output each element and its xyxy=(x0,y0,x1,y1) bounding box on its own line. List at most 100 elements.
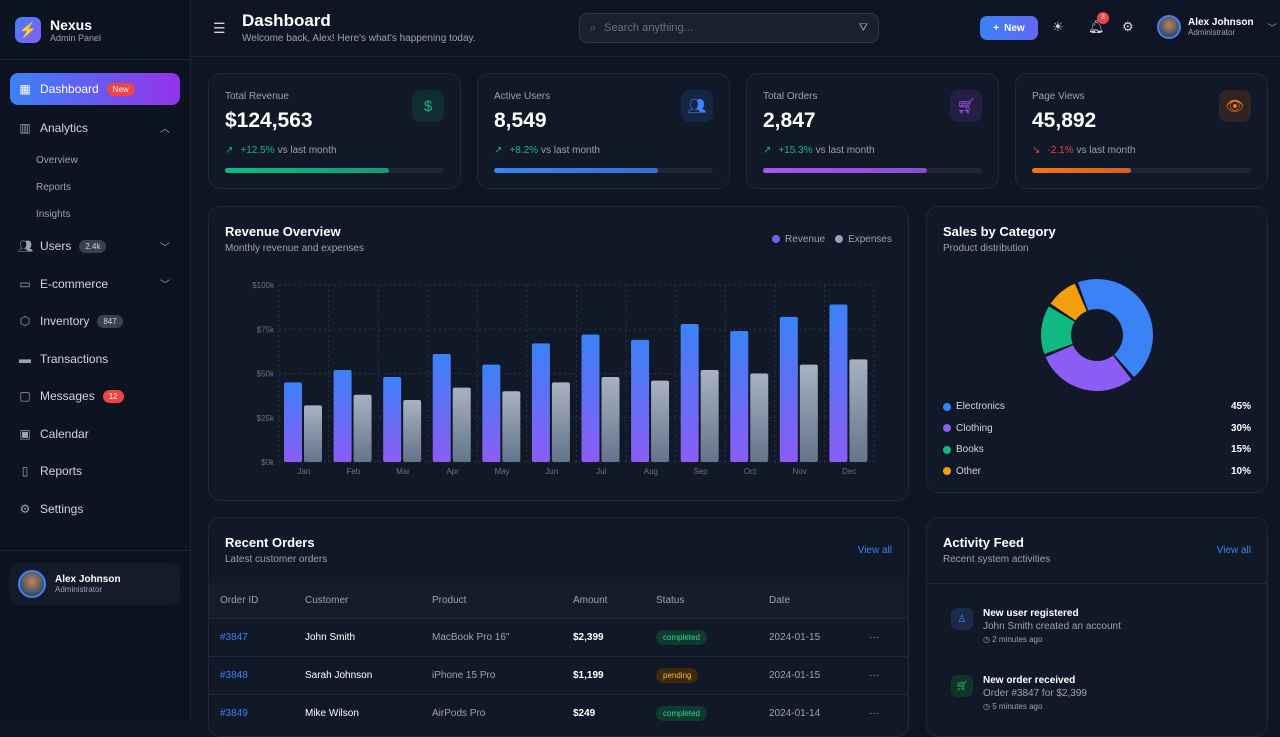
status-cell: completed xyxy=(645,693,758,732)
sidebar-item-inventory[interactable]: ⬡ Inventory 847 xyxy=(10,303,180,341)
user-name: Alex Johnson xyxy=(1188,17,1254,28)
user-menu[interactable]: Alex Johnson Administrator ﹀ xyxy=(1157,15,1277,39)
theme-toggle-sun-icon[interactable]: ☀ xyxy=(1052,19,1064,34)
kpi-label: Page Views xyxy=(1032,91,1085,102)
card-title: Sales by Category xyxy=(943,224,1056,239)
filter-icon[interactable]: ⛛ xyxy=(858,21,868,34)
sidebar-item-reports[interactable]: ▯ Reports xyxy=(10,453,180,491)
x-tick-label: Apr xyxy=(446,467,459,476)
expenses-bar xyxy=(601,377,620,462)
card-subtitle: Product distribution xyxy=(943,243,1029,254)
activity-item[interactable]: ♙ New user registered John Smith created a… xyxy=(951,608,1121,644)
more-options-icon[interactable]: ··· xyxy=(858,693,908,732)
column-header[interactable]: Amount xyxy=(562,583,645,618)
order-id-link[interactable]: #3849 xyxy=(209,693,294,732)
grid-icon: ▦ xyxy=(19,82,31,96)
sidebar-item-ecommerce[interactable]: ▭ E-commerce ﹀ xyxy=(10,265,180,303)
donut-slice-other xyxy=(1050,283,1087,321)
revenue-bar xyxy=(730,331,749,462)
new-button[interactable]: + New xyxy=(980,16,1038,40)
activity-feed-card: Activity Feed Recent system activities V… xyxy=(926,517,1268,737)
user-role: Administrator xyxy=(55,585,103,594)
sidebar-item-label: Messages xyxy=(40,389,95,404)
chevron-down-icon: ﹀ xyxy=(160,242,170,254)
expenses-bar xyxy=(700,369,719,462)
column-header[interactable]: Status xyxy=(645,583,758,618)
order-id-link[interactable]: #3848 xyxy=(209,655,294,694)
kpi-card: Active Users 8,549 👥︎ ↗ +8.2% vs last mont… xyxy=(477,73,730,189)
page-subtitle: Welcome back, Alex! Here's what's happen… xyxy=(242,33,476,44)
kpi-users-icon: 👥︎ xyxy=(681,90,713,122)
y-tick-label: $0k xyxy=(261,458,275,467)
revenue-bar xyxy=(631,339,650,462)
expenses-bar xyxy=(353,394,372,462)
orders-table: Order ID Customer Product Amount Status Date #… xyxy=(209,583,908,732)
shopping-bag-icon: ▭ xyxy=(19,276,31,291)
view-all-orders-link[interactable]: View all xyxy=(857,545,892,556)
recent-orders-card: Recent Orders Latest customer orders Vie… xyxy=(208,517,909,737)
card-title: Revenue Overview xyxy=(225,224,341,239)
kpi-delta: ↗ +15.3% vs last month xyxy=(763,145,875,156)
sidebar-item-analytics[interactable]: ▥ Analytics ︿ xyxy=(10,109,180,147)
kpi-card: Total Revenue $124,563 $ ↗ +12.5% vs last … xyxy=(208,73,461,189)
donut-slice-books xyxy=(1041,306,1075,355)
hamburger-menu-icon[interactable]: ☰ xyxy=(213,20,226,36)
avatar xyxy=(1157,15,1181,39)
clock-icon: ◷ xyxy=(983,635,993,644)
kpi-delta: ↗ +8.2% vs last month xyxy=(494,145,600,156)
sidebar-item-users[interactable]: 👥︎ Users 2.4k ﹀ xyxy=(10,228,180,266)
sidebar-subitem-reports[interactable]: Reports xyxy=(36,181,72,193)
x-tick-label: Dec xyxy=(842,467,856,476)
brand-subtitle: Admin Panel xyxy=(50,32,102,43)
sidebar-item-label: Users xyxy=(40,239,72,254)
header: ☰ Dashboard Welcome back, Alex! Here's wh… xyxy=(191,0,1280,57)
customer-cell: Mike Wilson xyxy=(294,693,421,732)
sidebar-subitem-insights[interactable]: Insights xyxy=(36,208,71,220)
new-badge: New xyxy=(106,82,135,96)
sidebar-subitem-overview[interactable]: Overview xyxy=(36,154,78,166)
view-all-activity-link[interactable]: View all xyxy=(1216,545,1251,556)
expenses-bar xyxy=(750,373,769,462)
notification-badge: 3 xyxy=(1097,12,1109,24)
expenses-bar xyxy=(849,359,868,462)
activity-item[interactable]: 🛒︎ New order received Order #3847 for $2,3… xyxy=(951,675,1087,711)
more-options-icon[interactable]: ··· xyxy=(858,617,908,656)
column-header[interactable]: Date xyxy=(758,583,858,618)
sidebar-item-transactions[interactable]: ▬ Transactions xyxy=(10,340,180,378)
sidebar-item-messages[interactable]: ▢ Messages 12 xyxy=(10,378,180,416)
users-count-badge: 2.4k xyxy=(79,239,107,253)
amount-cell: $249 xyxy=(562,693,645,732)
sidebar-item-label: Transactions xyxy=(40,351,109,366)
more-options-icon[interactable]: ··· xyxy=(858,655,908,694)
sidebar-item-dashboard[interactable]: ▦ Dashboard New xyxy=(10,73,180,105)
x-tick-label: Mar xyxy=(396,467,410,476)
table-row[interactable]: #3847 John Smith MacBook Pro 16" $2,399 comp… xyxy=(209,617,908,656)
search-input[interactable]: ⌕ Search anything... ⛛ xyxy=(579,13,879,43)
expenses-bar xyxy=(502,391,521,462)
order-id-link[interactable]: #3847 xyxy=(209,617,294,656)
expenses-bar xyxy=(551,382,570,462)
gear-icon[interactable]: ⚙ xyxy=(1122,19,1134,34)
column-header[interactable]: Product xyxy=(421,583,562,618)
expenses-bar xyxy=(452,387,471,462)
donut-slice-electronics xyxy=(1077,279,1153,378)
table-row[interactable]: #3849 Mike Wilson AirPods Pro $249 completed… xyxy=(209,693,908,732)
column-header[interactable]: Order ID xyxy=(209,583,294,618)
chart-legend: Revenue Expenses xyxy=(772,234,892,245)
column-header[interactable]: Customer xyxy=(294,583,421,618)
category-row: Other 10% xyxy=(943,461,1251,482)
y-tick-label: $75k xyxy=(257,325,275,334)
table-row[interactable]: #3848 Sarah Johnson iPhone 15 Pro $1,199 pen… xyxy=(209,655,908,694)
kpi-progress-bar xyxy=(494,168,713,173)
kpi-progress-bar xyxy=(225,168,444,173)
user-card[interactable]: Alex Johnson Administrator xyxy=(10,563,180,605)
sidebar-item-settings[interactable]: ⚙ Settings xyxy=(10,490,180,528)
product-cell: AirPods Pro xyxy=(421,693,562,732)
category-row: Books 15% xyxy=(943,439,1251,460)
legend-dot xyxy=(943,424,951,432)
customer-cell: Sarah Johnson xyxy=(294,655,421,694)
message-icon: ▢ xyxy=(19,389,31,404)
card-subtitle: Recent system activities xyxy=(943,554,1051,565)
sidebar-item-calendar[interactable]: ▣ Calendar xyxy=(10,415,180,453)
x-tick-label: Jan xyxy=(297,467,310,476)
